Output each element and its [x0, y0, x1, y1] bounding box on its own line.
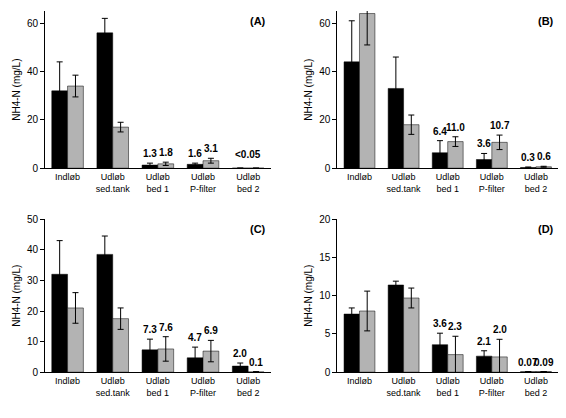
- svg-text:5: 5: [325, 328, 331, 339]
- svg-text:30: 30: [27, 275, 39, 286]
- svg-text:10: 10: [27, 336, 39, 347]
- svg-text:40: 40: [27, 244, 39, 255]
- svg-text:60: 60: [319, 18, 331, 29]
- svg-text:UdløbP-filter: UdløbP-filter: [190, 172, 216, 194]
- svg-text:NH4-N (mg/L): NH4-N (mg/L): [11, 59, 22, 121]
- svg-text:Indløb: Indløb: [55, 376, 80, 386]
- svg-text:15: 15: [319, 252, 331, 263]
- svg-text:0.1: 0.1: [249, 357, 263, 368]
- svg-text:40: 40: [319, 66, 331, 77]
- svg-text:10: 10: [319, 290, 331, 301]
- svg-text:3.6: 3.6: [477, 138, 491, 149]
- svg-text:0: 0: [32, 163, 38, 174]
- svg-text:Udløbsed.tank: Udløbsed.tank: [96, 172, 131, 194]
- svg-text:(C): (C): [250, 223, 266, 235]
- svg-text:Udløbbed 2: Udløbbed 2: [524, 172, 548, 194]
- svg-text:0.3: 0.3: [521, 152, 535, 163]
- svg-text:2.3: 2.3: [448, 321, 462, 332]
- svg-text:Udløbbed 1: Udløbbed 1: [436, 376, 460, 398]
- svg-text:Udløbbed 1: Udløbbed 1: [146, 172, 170, 194]
- svg-text:60: 60: [27, 18, 39, 29]
- svg-text:UdløbP-filter: UdløbP-filter: [479, 172, 505, 194]
- svg-text:(A): (A): [250, 15, 266, 27]
- svg-text:0.07: 0.07: [518, 357, 538, 368]
- svg-text:6.9: 6.9: [204, 325, 218, 336]
- svg-text:20: 20: [27, 306, 39, 317]
- svg-text:6.4: 6.4: [433, 126, 447, 137]
- svg-text:Udløbbed 2: Udløbbed 2: [236, 376, 260, 398]
- svg-text:Indløb: Indløb: [55, 172, 80, 182]
- svg-text:NH4-N (mg/L): NH4-N (mg/L): [303, 265, 314, 327]
- svg-text:NH4-N (mg/L): NH4-N (mg/L): [303, 59, 314, 121]
- svg-text:Udløbsed.tank: Udløbsed.tank: [96, 376, 131, 398]
- svg-text:2.0: 2.0: [493, 324, 507, 335]
- svg-text:10.7: 10.7: [490, 120, 510, 131]
- svg-text:Indløb: Indløb: [347, 172, 372, 182]
- svg-text:0.6: 0.6: [537, 151, 551, 162]
- svg-text:7.6: 7.6: [159, 322, 173, 333]
- svg-text:1.3: 1.3: [143, 148, 157, 159]
- svg-text:4.7: 4.7: [188, 332, 202, 343]
- svg-text:UdløbP-filter: UdløbP-filter: [190, 376, 216, 398]
- svg-text:<0.05: <0.05: [235, 149, 261, 160]
- svg-text:0: 0: [32, 367, 38, 378]
- svg-text:NH4-N (mg/L): NH4-N (mg/L): [11, 265, 22, 327]
- svg-text:Udløbsed.tank: Udløbsed.tank: [387, 172, 422, 194]
- svg-text:Indløb: Indløb: [347, 376, 372, 386]
- svg-text:2.1: 2.1: [477, 336, 491, 347]
- svg-text:0.09: 0.09: [534, 357, 554, 368]
- svg-text:UdløbP-filter: UdløbP-filter: [479, 376, 505, 398]
- svg-text:0: 0: [325, 163, 331, 174]
- svg-text:40: 40: [27, 66, 39, 77]
- svg-text:20: 20: [319, 114, 331, 125]
- svg-text:(D): (D): [538, 223, 554, 235]
- svg-text:Udløbbed 2: Udløbbed 2: [524, 376, 548, 398]
- svg-text:Udløbbed 1: Udløbbed 1: [146, 376, 170, 398]
- svg-text:20: 20: [27, 114, 39, 125]
- svg-text:1.6: 1.6: [188, 148, 202, 159]
- svg-text:50: 50: [27, 214, 39, 225]
- svg-text:Udløbbed 1: Udløbbed 1: [436, 172, 460, 194]
- svg-text:11.0: 11.0: [446, 122, 465, 133]
- svg-text:3.6: 3.6: [433, 318, 447, 329]
- svg-text:20: 20: [319, 214, 331, 225]
- svg-text:0: 0: [325, 367, 331, 378]
- svg-text:(B): (B): [538, 15, 554, 27]
- svg-text:2.0: 2.0: [233, 348, 247, 359]
- svg-text:Udløbbed 2: Udløbbed 2: [236, 172, 260, 194]
- svg-text:7.3: 7.3: [143, 324, 157, 335]
- svg-text:3.1: 3.1: [204, 143, 218, 154]
- svg-text:1.8: 1.8: [159, 147, 173, 158]
- svg-text:Udløbsed.tank: Udløbsed.tank: [387, 376, 422, 398]
